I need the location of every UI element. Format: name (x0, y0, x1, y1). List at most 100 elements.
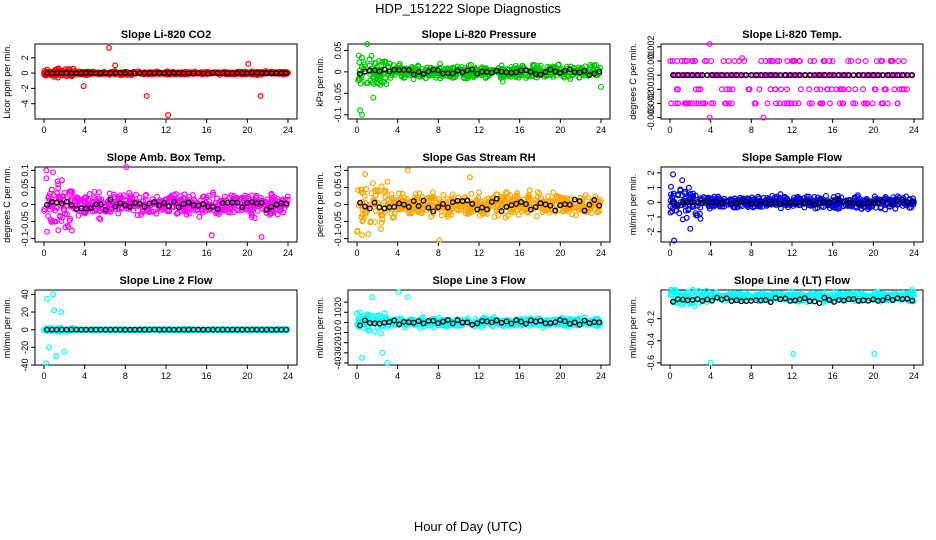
series-point (515, 211, 522, 218)
series-point (67, 188, 74, 195)
black-point (376, 68, 383, 75)
series-point (778, 86, 785, 93)
series-point (503, 189, 510, 196)
x-tick-label: 24 (596, 125, 606, 135)
y-tick-label: 20 (20, 307, 30, 317)
x-tick-label: 4 (395, 248, 400, 258)
series-point (531, 63, 538, 70)
series-point (476, 189, 483, 196)
x-tick-label: 8 (749, 371, 754, 381)
black-point (440, 201, 446, 207)
black-point (889, 200, 896, 207)
black-point (136, 200, 143, 207)
black-point (532, 204, 539, 210)
x-tick-label: 4 (708, 125, 713, 135)
y-axis-label: ml/min per min. (628, 174, 638, 236)
y-tick-label: 40 (20, 289, 30, 299)
x-tick-label: 24 (283, 371, 293, 381)
black-point (586, 201, 593, 208)
black-points (357, 195, 603, 215)
series-point (691, 57, 698, 64)
x-tick-label: 20 (555, 371, 565, 381)
series-point (510, 209, 517, 216)
series-point (97, 207, 104, 214)
black-point (415, 203, 422, 209)
y-tick-label: 0.001 (646, 50, 656, 73)
outlier-point (165, 112, 172, 119)
series-point (372, 192, 379, 199)
series-point (153, 193, 160, 200)
black-point (596, 68, 603, 75)
series-point (209, 189, 216, 196)
black-point (283, 326, 290, 333)
series-point (480, 314, 487, 321)
black-point (909, 198, 916, 205)
outlier-point (112, 62, 119, 69)
x-tick-label: 12 (787, 371, 797, 381)
series-point (806, 86, 813, 93)
series-point (819, 100, 826, 107)
x-tick-label: 24 (909, 248, 919, 258)
black-point (210, 204, 216, 211)
series-point (675, 100, 682, 107)
series-point (898, 86, 905, 93)
x-tick-label: 12 (161, 248, 171, 258)
series-point (884, 100, 891, 107)
black-point (523, 67, 529, 74)
black-point (576, 198, 583, 205)
series-point (126, 198, 133, 205)
black-point (371, 199, 378, 206)
series-point (777, 205, 784, 212)
series-point (894, 100, 901, 107)
series-point (679, 216, 686, 223)
series-point (373, 312, 380, 319)
series-point (685, 184, 692, 191)
series-point (133, 191, 140, 198)
series-point (55, 181, 62, 188)
black-point (405, 204, 412, 210)
black-point (420, 197, 427, 204)
x-tick-label: 0 (41, 125, 46, 135)
series-point (148, 208, 155, 215)
series-point (795, 100, 802, 107)
series-point (358, 54, 365, 61)
series-point (372, 60, 379, 67)
series-point (673, 207, 680, 214)
series-point (378, 183, 385, 190)
series-point (395, 190, 402, 197)
series-point (364, 79, 371, 86)
series-point (715, 193, 722, 200)
series-point (186, 210, 193, 217)
series-point (864, 100, 871, 107)
series-point (686, 100, 693, 107)
series-point (728, 100, 735, 107)
x-tick-label: 0 (354, 248, 359, 258)
black-point (63, 198, 70, 205)
series-point (366, 326, 373, 333)
series-point (224, 201, 231, 208)
outlier-point (597, 83, 604, 90)
series-point (60, 206, 67, 213)
series-point (129, 326, 136, 333)
y-tick-label: -20 (20, 341, 30, 354)
series-point (268, 196, 275, 203)
black-point (723, 198, 730, 205)
y-tick-label: 0.1 (333, 164, 343, 177)
series-points (41, 44, 291, 119)
y-tick-label: 0 (646, 73, 656, 78)
series-point (817, 100, 824, 107)
series-point (813, 86, 820, 93)
black-point (156, 202, 163, 209)
series-points (667, 40, 914, 121)
series-point (104, 200, 111, 207)
x-tick-label: 0 (41, 371, 46, 381)
series-point (794, 193, 801, 200)
series-point (692, 86, 699, 93)
black-point (258, 199, 265, 206)
series-point (68, 227, 75, 234)
outlier-point (364, 40, 371, 47)
series-point (379, 59, 386, 66)
black-point (474, 206, 481, 213)
series-point (136, 194, 143, 201)
